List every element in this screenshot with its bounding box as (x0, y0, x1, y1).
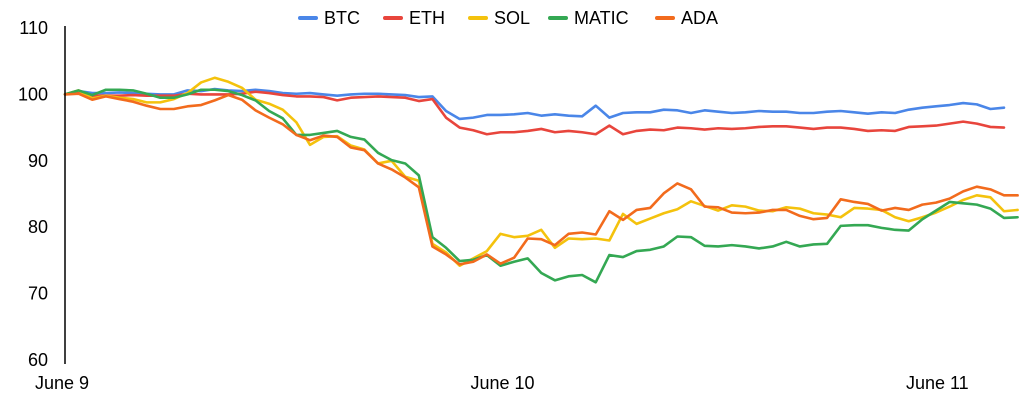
series-lines (63, 76, 1019, 284)
legend-item-btc: BTC (298, 8, 360, 28)
legend-label-ada: ADA (681, 8, 718, 28)
x-tick-label-0: June 9 (35, 373, 89, 393)
x-tick-label-1: June 10 (470, 373, 534, 393)
legend-item-ada: ADA (655, 8, 718, 28)
legend: BTC ETH SOL MATIC ADA (298, 8, 718, 28)
y-tick-label-90: 90 (28, 151, 48, 171)
x-axis-ticks: June 9 June 10 June 11 (35, 373, 969, 393)
y-tick-label-100: 100 (18, 84, 48, 104)
series-line-matic (63, 88, 1019, 284)
y-tick-label-60: 60 (28, 350, 48, 370)
legend-item-matic: MATIC (548, 8, 629, 28)
legend-label-matic: MATIC (574, 8, 629, 28)
y-tick-label-110: 110 (19, 18, 48, 38)
series-line-eth (63, 90, 1006, 136)
legend-label-eth: ETH (409, 8, 445, 28)
y-tick-label-80: 80 (28, 217, 48, 237)
legend-item-eth: ETH (383, 8, 445, 28)
series-line-sol (63, 76, 1019, 268)
y-axis-ticks: 60 70 80 90 100 110 (18, 18, 48, 370)
x-tick-label-2: June 11 (906, 373, 969, 393)
legend-label-btc: BTC (324, 8, 360, 28)
y-tick-label-70: 70 (28, 284, 48, 304)
series-line-ada (63, 92, 1019, 266)
legend-label-sol: SOL (494, 8, 530, 28)
legend-item-sol: SOL (468, 8, 530, 28)
